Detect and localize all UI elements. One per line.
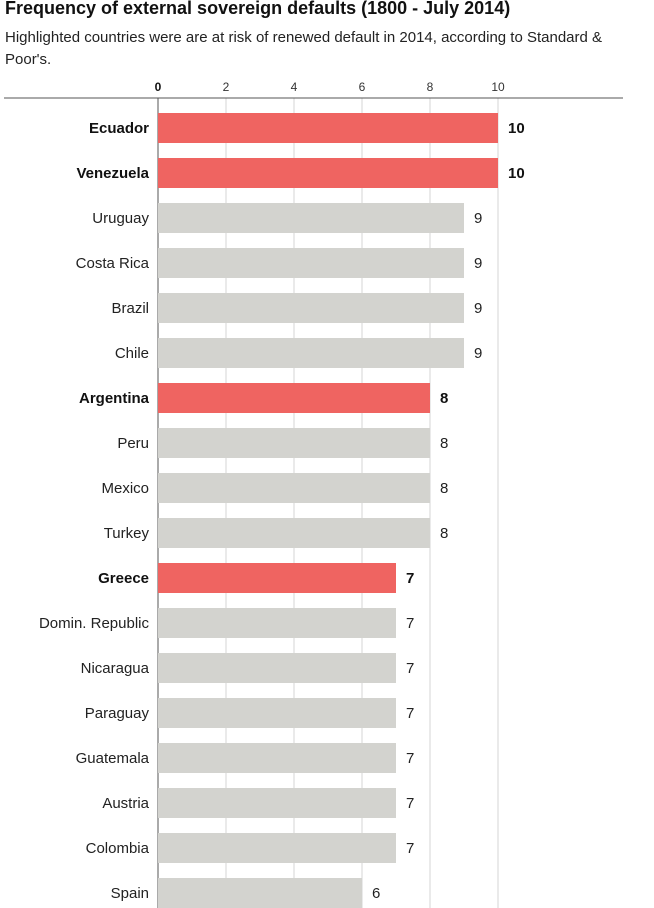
chart-subtitle: Highlighted countries were are at risk o… [5, 29, 603, 68]
category-label: Costa Rica [76, 255, 150, 272]
bar [158, 608, 396, 638]
bar [158, 158, 498, 188]
bar [158, 743, 396, 773]
bar [158, 113, 498, 143]
category-label: Peru [117, 435, 149, 452]
category-label: Domin. Republic [39, 615, 150, 632]
bar [158, 878, 362, 908]
category-label: Guatemala [76, 750, 150, 767]
x-tick-label: 4 [291, 80, 298, 94]
bar [158, 248, 464, 278]
bar [158, 203, 464, 233]
value-label: 7 [406, 795, 414, 812]
bar [158, 833, 396, 863]
bar [158, 383, 430, 413]
bar [158, 698, 396, 728]
value-label: 9 [474, 300, 482, 317]
category-label: Greece [98, 570, 149, 587]
value-label: 7 [406, 750, 414, 767]
value-label: 9 [474, 255, 482, 272]
value-label: 6 [372, 885, 380, 902]
value-label: 7 [406, 570, 414, 587]
bar [158, 473, 430, 503]
category-label: Paraguay [85, 705, 150, 722]
category-label: Austria [102, 795, 149, 812]
value-label: 9 [474, 210, 482, 227]
x-tick-label: 8 [427, 80, 434, 94]
value-label: 7 [406, 705, 414, 722]
value-label: 7 [406, 840, 414, 857]
value-label: 8 [440, 435, 448, 452]
x-tick-label: 2 [223, 80, 230, 94]
value-label: 8 [440, 390, 448, 407]
category-label: Chile [115, 345, 149, 362]
bar [158, 518, 430, 548]
category-label: Argentina [79, 390, 150, 407]
x-tick-label: 0 [155, 80, 162, 94]
bar [158, 338, 464, 368]
bar [158, 293, 464, 323]
bar [158, 428, 430, 458]
category-label: Spain [111, 885, 149, 902]
category-label: Mexico [101, 480, 149, 497]
category-label: Colombia [86, 840, 150, 857]
bar [158, 653, 396, 683]
value-label: 10 [508, 165, 525, 182]
bar [158, 788, 396, 818]
category-label: Ecuador [89, 120, 149, 137]
chart-title: Frequency of external sovereign defaults… [5, 0, 511, 18]
value-label: 8 [440, 525, 448, 542]
category-label: Brazil [111, 300, 149, 317]
category-label: Venezuela [76, 165, 149, 182]
bar [158, 563, 396, 593]
value-label: 7 [406, 615, 414, 632]
category-label: Uruguay [92, 210, 149, 227]
x-tick-label: 10 [491, 80, 505, 94]
x-tick-label: 6 [359, 80, 366, 94]
value-label: 7 [406, 660, 414, 677]
value-label: 9 [474, 345, 482, 362]
value-label: 8 [440, 480, 448, 497]
category-label: Turkey [104, 525, 150, 542]
value-label: 10 [508, 120, 525, 137]
category-label: Nicaragua [81, 660, 150, 677]
